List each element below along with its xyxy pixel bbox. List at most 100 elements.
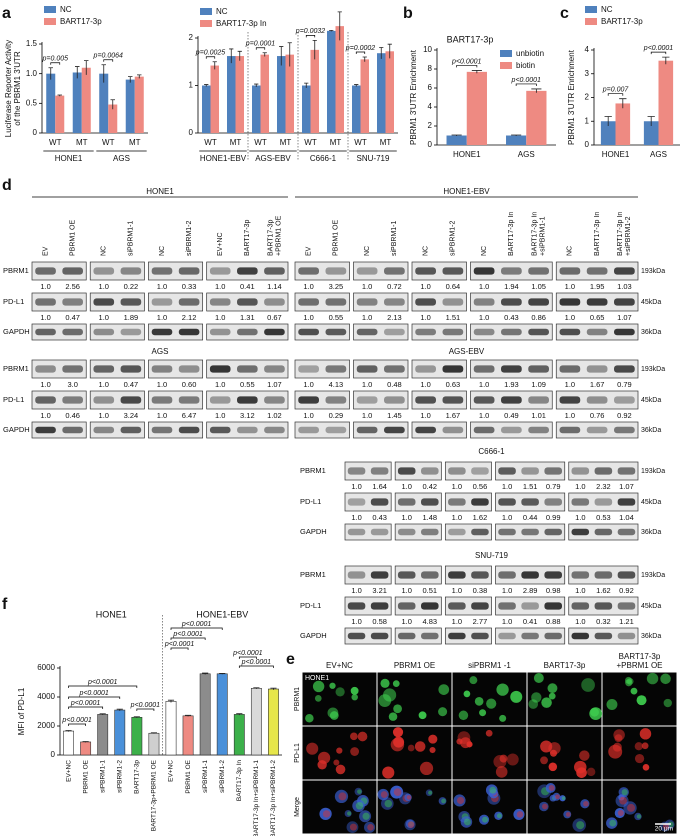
blot-band [178,426,200,434]
blot-frame [353,292,409,312]
cell [463,690,471,698]
blot-band [571,528,590,536]
group-label: AGS-EBV [255,154,291,163]
chart-title: BART17-3p [447,34,494,44]
cell-overlay [384,799,393,808]
cell [540,740,553,753]
error-bar [110,99,116,110]
blot-band [35,328,56,336]
blot-band [415,267,436,275]
blot-band [473,298,495,306]
p-value: p<0.0001 [241,659,271,666]
cell [506,753,519,766]
quantification: 0.67 [267,313,282,322]
y-axis-label: Luciferase Reporter Activity [4,40,13,137]
cell [317,760,327,770]
cell-overlay [407,821,415,829]
blot-frame [353,261,409,281]
quantification: 1.0 [401,482,411,491]
cell [581,678,595,692]
quantification: 1.0 [99,411,109,420]
blot-band [471,528,489,536]
blot-band [370,467,389,475]
blot-frame [294,292,350,312]
blot-band [415,298,436,306]
micrograph [527,726,602,780]
p-value: p=0.005 [42,56,69,63]
x-tick-label: siPBRM1-2 [219,760,226,793]
error-bar [204,84,209,87]
cell [496,683,509,696]
kda-label: 193kDa [641,268,665,275]
blot-band [93,298,115,306]
group-label: AGS [113,154,130,163]
quantification: 1.0 [362,282,372,291]
lane-label: BART17-3p In [594,212,601,256]
error-bar [604,116,612,126]
blot-band [448,602,466,610]
blot-band [448,467,466,475]
blot-band [614,328,635,336]
cell [351,693,358,701]
cell [352,799,365,813]
cell [419,761,434,776]
quantification: 1.0 [157,282,167,291]
quantification: 0.47 [124,380,139,389]
blot-band [528,328,549,336]
cell [634,742,643,751]
cell [306,742,319,755]
blot-band [594,632,613,640]
significance-bracket [650,51,667,55]
cell [606,699,618,710]
cell [634,812,642,821]
quantification: 0.63 [446,380,461,389]
blot-band [397,571,416,579]
error-bar [212,61,217,70]
cell [428,734,438,744]
quantification: 1.0 [99,282,109,291]
cell [438,797,447,805]
blot-band [498,632,516,640]
row-label: PBRM1 [300,466,326,475]
cell [350,686,359,695]
quantification: 1.0 [420,411,430,420]
y-tick-label: 1.5 [26,39,38,48]
blot-band [559,426,581,434]
quantification: 1.0 [452,482,462,491]
blot-band [415,328,436,336]
cell [540,756,548,765]
error-bar [65,730,72,732]
blot-band [209,426,231,434]
cell-overlay [367,823,374,831]
cell [552,792,561,801]
column-label: BART17-3p [619,652,661,661]
cell-overlay [496,813,502,819]
cell-overlay [355,802,364,810]
cell [479,709,487,717]
p-value: p=0.0002 [345,45,375,52]
blot-band [594,498,613,506]
x-tick-label: PBRM1 OE [185,759,192,793]
cell-overlay [463,818,471,826]
quantification: 0.53 [596,513,611,522]
y-tick-label: 1 [585,116,590,125]
bar [600,121,616,145]
cell [335,764,346,775]
blot-band [298,328,319,336]
blot-band [448,632,466,640]
blot-band [237,267,258,275]
blot-band [471,498,489,506]
quantification: 0.76 [590,411,605,420]
kda-label: 36kDa [641,529,661,536]
blot-band [521,632,539,640]
quantification: 0.29 [329,411,344,420]
y-tick-label: 0 [51,750,56,759]
blot-band [264,396,285,404]
blot-frame [394,461,442,481]
quantification: 3.25 [329,282,344,291]
cell [378,694,392,707]
blot-band [559,396,581,404]
y-tick-label: 6000 [37,663,55,672]
error-bar [254,83,259,87]
x-tick-label: WT [49,138,62,147]
